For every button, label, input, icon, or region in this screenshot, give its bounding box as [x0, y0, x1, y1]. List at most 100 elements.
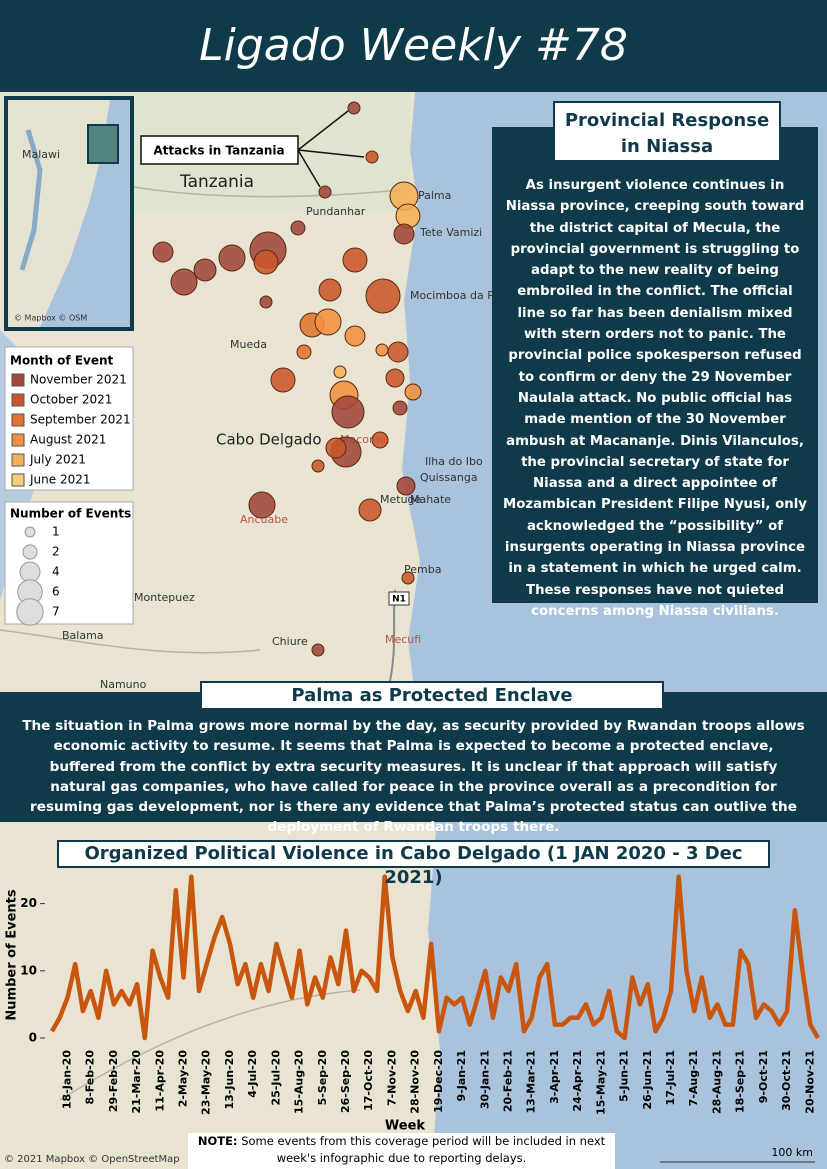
legend-swatch [11, 373, 25, 387]
map-label: Tanzania [179, 172, 254, 192]
chart-title: Organized Political Violence in Cabo Del… [57, 840, 770, 888]
x-tick-label: 2-May-20 [177, 1050, 190, 1108]
legend-label: 1 [52, 525, 60, 539]
x-tick-label: 20-Nov-21 [803, 1050, 816, 1114]
x-tick-label: 30-Jan-21 [478, 1050, 491, 1109]
x-tick-label: 8-Feb-20 [84, 1050, 97, 1105]
map-label: Balama [62, 629, 104, 642]
map-label: Mahate [410, 493, 451, 506]
legend-swatch [11, 413, 25, 427]
x-tick-label: 26-Sep-20 [339, 1050, 352, 1113]
legend-swatch [11, 433, 25, 447]
x-tick-label: 11-Apr-20 [153, 1050, 166, 1112]
palma-panel: The situation in Palma grows more normal… [0, 692, 827, 835]
legend-month-box [4, 346, 134, 491]
legend-title: Month of Event [10, 354, 114, 368]
x-tick-label: 17-Oct-20 [362, 1050, 375, 1111]
map-label: Metuge [380, 493, 422, 506]
x-tick-label: 19-Dec-20 [432, 1050, 445, 1113]
legend-label: June 2021 [29, 473, 91, 487]
x-tick-label: 18-Jan-20 [60, 1050, 73, 1109]
legend-label: 6 [52, 585, 60, 599]
niassa-panel: As insurgent violence continues in Niass… [492, 127, 818, 619]
note: NOTE: Some events from this coverage per… [188, 1133, 615, 1169]
x-tick-label: 28-Aug-21 [710, 1050, 723, 1114]
x-tick-label: 17-Jul-21 [664, 1050, 677, 1105]
inset-credit: © Mapbox © OSM [14, 314, 87, 323]
x-tick-label: 13-Mar-21 [525, 1050, 538, 1114]
niassa-title: Provincial Response in Niassa [553, 101, 781, 162]
legend-label: 2 [52, 545, 60, 559]
legend-label: July 2021 [29, 453, 86, 467]
y-axis-title: Number of Events [5, 889, 20, 1020]
x-tick-label: 7-Aug-21 [687, 1050, 700, 1106]
x-tick-label: 28-Nov-20 [409, 1050, 422, 1114]
map-label: Ilha do Ibo [425, 455, 483, 468]
scale-label: 100 km [771, 1146, 813, 1159]
legend-swatch [11, 453, 25, 467]
header-title: Ligado Weekly #78 [0, 0, 827, 92]
road-label: N1 [392, 595, 406, 605]
map-label: Pemba [404, 563, 441, 576]
x-tick-label: 18-Sep-21 [734, 1050, 747, 1113]
legend-label: 7 [52, 605, 60, 619]
event-circles [152, 101, 422, 657]
x-tick-label: 9-Oct-21 [757, 1050, 770, 1103]
x-tick-label: 5-Jun-21 [618, 1050, 631, 1102]
x-tick-label: 25-Jul-20 [269, 1050, 282, 1106]
inset-highlight [87, 124, 119, 164]
x-tick-label: 7-Nov-20 [385, 1050, 398, 1106]
x-tick-label: 30-Oct-21 [780, 1050, 793, 1111]
x-tick-label: 9-Jan-21 [455, 1050, 468, 1101]
x-tick-label: 21-Mar-20 [130, 1050, 143, 1114]
map-label: Mocimboa da Praia [410, 289, 515, 302]
map-label: Mecufi [385, 633, 421, 646]
inset-lake [19, 129, 43, 271]
series-line [50, 874, 820, 1041]
x-tick-label: 13-Jun-20 [223, 1050, 236, 1110]
map-label: Montepuez [134, 591, 195, 604]
map-label: Palma [418, 189, 451, 202]
map-label: Namuno [100, 678, 147, 691]
x-tick-label: 20-Feb-21 [502, 1050, 515, 1112]
x-tick-label: 23-May-20 [200, 1050, 213, 1115]
legend-size-circle [16, 598, 44, 626]
y-tick-label: 10 [20, 963, 37, 977]
x-tick-label: 4-Jul-20 [246, 1050, 259, 1098]
map-label: Tete Vamizi [419, 226, 482, 239]
palma-title: Palma as Protected Enclave [200, 681, 664, 710]
map-label: Malawi [22, 148, 60, 161]
map-label: Pundanhar [306, 205, 366, 218]
map-credit: © 2021 Mapbox © OpenStreetMap [4, 1154, 180, 1165]
legend-label: October 2021 [30, 393, 112, 407]
map-label: Ancuabe [240, 513, 288, 526]
legend-swatch [11, 473, 25, 487]
road-badge [388, 591, 410, 606]
legend-label: November 2021 [30, 373, 127, 387]
legend-swatch [11, 393, 25, 407]
x-tick-label: 5-Sep-20 [316, 1050, 329, 1106]
map-label: Cabo Delgado [216, 431, 322, 449]
legend-size-circle [22, 544, 38, 560]
legend-label: August 2021 [30, 433, 106, 447]
callout-arrows [297, 110, 365, 188]
x-axis-title: Week [385, 1119, 426, 1134]
map-label: Chiure [272, 635, 308, 648]
x-tick-label: 29-Feb-20 [107, 1050, 120, 1112]
map-label: Mueda [230, 338, 267, 351]
x-tick-label: 26-Jun-21 [641, 1050, 654, 1110]
x-tick-label: 15-Aug-20 [293, 1050, 306, 1114]
x-tick-label: 15-May-21 [594, 1050, 607, 1115]
map-label: Quissanga [420, 471, 478, 484]
x-tick-label: 3-Apr-21 [548, 1050, 561, 1104]
callout-label: Attacks in Tanzania [153, 144, 284, 158]
legend-size-circle [24, 526, 36, 538]
niassa-text: As insurgent violence continues in Niass… [503, 178, 807, 619]
palma-text: The situation in Palma grows more normal… [22, 718, 805, 836]
y-tick-label: 20 [20, 896, 37, 910]
legend-label: 4 [52, 565, 60, 579]
legend-size-circle [19, 561, 41, 583]
legend-title: Number of Events [10, 507, 131, 521]
x-tick-label: 24-Apr-21 [571, 1050, 584, 1112]
